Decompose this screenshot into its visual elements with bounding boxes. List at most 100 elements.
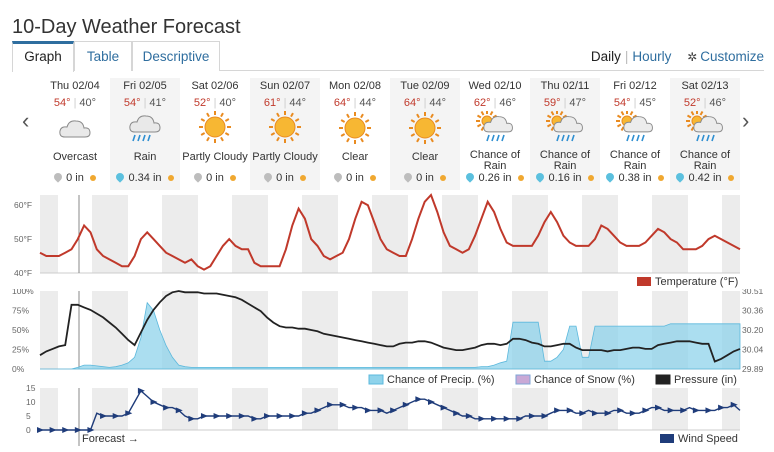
temperature-legend-swatch bbox=[637, 277, 651, 286]
condition-line: Chance of bbox=[679, 149, 731, 161]
condition-line: Chance of bbox=[539, 149, 591, 161]
night-band bbox=[722, 195, 740, 273]
day-precip: 0 in bbox=[390, 171, 460, 184]
night-band bbox=[512, 388, 530, 430]
sun-icon bbox=[335, 111, 375, 147]
wind-direction-arrow bbox=[289, 413, 297, 419]
raindrop-icon bbox=[674, 171, 687, 183]
night-band bbox=[250, 291, 268, 369]
day-date: Thu 02/11 bbox=[540, 80, 590, 92]
wind-direction-arrow bbox=[655, 404, 663, 411]
day-precip: 0.16 in bbox=[530, 171, 600, 184]
sun-icon bbox=[405, 111, 445, 147]
wind-direction-arrow bbox=[364, 407, 372, 414]
wind-direction-arrow bbox=[491, 415, 499, 422]
night-band bbox=[250, 388, 268, 430]
prev-arrow-button[interactable]: ‹ bbox=[22, 108, 30, 133]
day-date: Sun 02/07 bbox=[259, 80, 311, 92]
night-band bbox=[600, 388, 618, 430]
night-band bbox=[320, 195, 338, 273]
night-band bbox=[372, 291, 390, 369]
precip-amount: 0.34 in bbox=[128, 172, 162, 184]
customize-label: Customize bbox=[700, 49, 764, 64]
day-column: Wed 02/10 62° | 46° Chance of Rain 0.26 in bbox=[460, 78, 530, 190]
day-column: Thu 02/11 59° | 47° Chance of Rain 0.16 in bbox=[530, 78, 600, 190]
low-temp: 40° bbox=[219, 97, 237, 109]
y-tick-label-left: 50% bbox=[12, 325, 29, 335]
precip-area bbox=[40, 301, 741, 370]
day-column: Fri 02/12 54° | 45° Chance of Rain 0.38 in bbox=[600, 78, 670, 190]
wind-direction-arrow bbox=[415, 396, 423, 403]
tab-graph[interactable]: Graph bbox=[12, 41, 74, 72]
night-band bbox=[390, 388, 408, 430]
precip-amount: 0 in bbox=[276, 172, 294, 184]
wind-legend-swatch bbox=[660, 434, 674, 443]
y-tick-label: 50°F bbox=[14, 234, 32, 244]
night-band bbox=[460, 388, 478, 430]
y-tick-label-left: 0% bbox=[12, 364, 25, 374]
day-condition: Clear bbox=[320, 152, 390, 163]
day-temps: 54° | 45° bbox=[600, 97, 670, 109]
wind-direction-arrow bbox=[692, 407, 700, 414]
wind-direction-arrow bbox=[554, 407, 562, 414]
raindrop-icon bbox=[464, 171, 477, 183]
wind-direction-arrow bbox=[503, 415, 511, 422]
hourly-link[interactable]: Hourly bbox=[632, 49, 672, 64]
wind-direction-arrow bbox=[87, 427, 95, 433]
night-band bbox=[600, 195, 618, 273]
pressure-legend-label: Pressure (in) bbox=[674, 374, 737, 386]
day-condition: Chance of Rain bbox=[600, 150, 670, 172]
next-arrow-button[interactable]: › bbox=[742, 108, 750, 133]
wind-direction-arrow bbox=[629, 410, 637, 417]
wind-direction-arrow bbox=[137, 387, 145, 394]
wind-direction-arrow bbox=[276, 413, 284, 419]
y-tick-label: 40°F bbox=[14, 268, 32, 278]
high-temp: 64° bbox=[403, 97, 421, 109]
daily-link[interactable]: Daily bbox=[590, 49, 621, 64]
day-condition: Partly Cloudy bbox=[250, 152, 320, 163]
wind-direction-arrow bbox=[213, 413, 221, 419]
cloud-icon bbox=[55, 111, 95, 147]
day-temps: 54° | 41° bbox=[110, 97, 180, 109]
customize-link[interactable]: ✲ Customize bbox=[687, 49, 764, 64]
day-precip: 0 in bbox=[320, 171, 390, 184]
wind-direction-arrow bbox=[163, 404, 171, 411]
low-temp: 44° bbox=[429, 97, 447, 109]
wind-direction-arrow bbox=[327, 401, 335, 408]
precip-amount: 0 in bbox=[206, 172, 224, 184]
wind-direction-arrow bbox=[604, 410, 612, 417]
night-band bbox=[582, 195, 600, 273]
snow-legend-label: Chance of Snow (%) bbox=[534, 374, 635, 386]
tab-descriptive[interactable]: Descriptive bbox=[132, 41, 220, 71]
night-band bbox=[162, 388, 180, 430]
night-band bbox=[390, 195, 408, 273]
wind-direction-arrow bbox=[150, 399, 158, 405]
night-band bbox=[442, 195, 460, 273]
y-tick-label-left: 75% bbox=[12, 306, 29, 316]
precip-amount: 0.26 in bbox=[478, 172, 512, 184]
tab-table[interactable]: Table bbox=[74, 41, 132, 71]
precip-amount: 0 in bbox=[416, 172, 434, 184]
wind-direction-arrow bbox=[264, 413, 272, 419]
raindrop-icon bbox=[262, 171, 274, 183]
day-date: Mon 02/08 bbox=[329, 80, 381, 92]
temperature-chart: 60°F 50°F 40°F Temperature (°F) bbox=[14, 193, 741, 288]
wind-legend-label: Wind Speed bbox=[678, 433, 738, 445]
low-temp: 40° bbox=[79, 97, 97, 109]
temp-divider: | bbox=[703, 97, 707, 109]
daily-summary-strip: Thu 02/04 54° | 40° Overcast 0 in Fri 02/05 54°… bbox=[40, 78, 740, 190]
y-tick-label: 5 bbox=[26, 411, 31, 421]
condition-line: Partly Cloudy bbox=[252, 151, 318, 163]
day-temps: 59° | 47° bbox=[530, 97, 600, 109]
day-date: Sat 02/13 bbox=[681, 80, 729, 92]
high-temp: 62° bbox=[473, 97, 491, 109]
night-band bbox=[110, 195, 128, 273]
wind-direction-arrow bbox=[453, 410, 461, 417]
night-band bbox=[512, 195, 530, 273]
high-temp: 64° bbox=[333, 97, 351, 109]
day-precip: 0 in bbox=[40, 171, 110, 184]
night-band bbox=[232, 195, 250, 273]
wind-direction-arrow bbox=[427, 399, 435, 405]
day-condition: Partly Cloudy bbox=[180, 152, 250, 163]
temp-divider: | bbox=[633, 97, 637, 109]
